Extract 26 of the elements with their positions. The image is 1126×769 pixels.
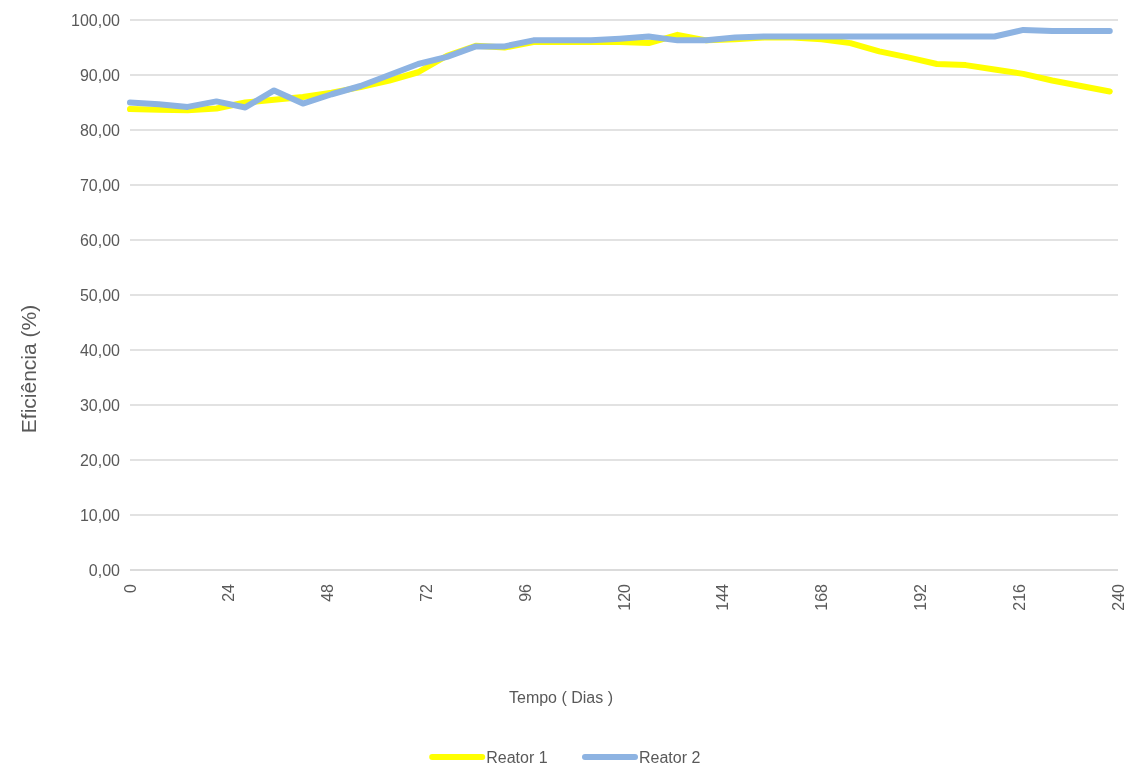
x-tick-label: 168 (813, 583, 831, 611)
legend-label: Reator 2 (639, 748, 701, 766)
y-tick-label: 50,00 (79, 286, 121, 304)
x-tick-label: 120 (615, 583, 633, 611)
y-tick-label: 60,00 (79, 231, 121, 249)
y-tick-label: 20,00 (79, 451, 121, 469)
y-axis-title: Eficiência (%) (16, 304, 40, 434)
x-tick-label: 24 (220, 583, 238, 602)
y-tick-label: 30,00 (79, 396, 121, 414)
y-tick-label: 0,00 (88, 561, 121, 579)
y-tick-label: 10,00 (79, 506, 121, 524)
y-tick-label: 100,00 (71, 11, 121, 29)
legend-label: Reator 1 (486, 748, 548, 766)
x-tick-label: 72 (417, 583, 435, 602)
x-tick-label: 48 (319, 583, 337, 602)
y-tick-label: 80,00 (79, 121, 121, 139)
y-tick-label: 70,00 (79, 176, 121, 194)
x-tick-label: 144 (714, 583, 732, 611)
y-tick-label: 40,00 (79, 341, 121, 359)
y-tick-label: 90,00 (79, 66, 121, 84)
x-tick-label: 0 (121, 583, 139, 593)
x-tick-label: 192 (911, 583, 929, 611)
x-axis-title: Tempo ( Dias ) (508, 688, 614, 706)
x-tick-label: 240 (1109, 583, 1126, 611)
x-tick-label: 96 (516, 583, 534, 602)
x-tick-label: 216 (1010, 583, 1028, 611)
